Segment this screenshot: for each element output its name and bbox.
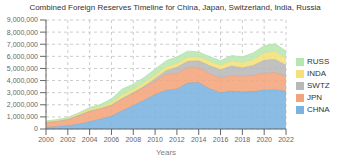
html-text:CHNA: CHNA bbox=[307, 105, 330, 114]
svg-text:2018: 2018 bbox=[235, 136, 251, 143]
html-text:RUSS: RUSS bbox=[307, 57, 330, 66]
svg-text:6,000,000: 6,000,000 bbox=[8, 53, 38, 60]
svg-text:2004: 2004 bbox=[82, 136, 98, 143]
svg-text:8,000,000: 8,000,000 bbox=[8, 29, 38, 36]
svg-text:2008: 2008 bbox=[125, 136, 141, 143]
svg-text:2,000,000: 2,000,000 bbox=[8, 101, 38, 108]
html-text:INDA: INDA bbox=[307, 69, 327, 78]
svg-text:3,000,000: 3,000,000 bbox=[8, 89, 38, 96]
svg-text:2020: 2020 bbox=[256, 136, 272, 143]
svg-text:2012: 2012 bbox=[169, 136, 185, 143]
svg-text:2006: 2006 bbox=[104, 136, 120, 143]
svg-text:2002: 2002 bbox=[60, 136, 76, 143]
html-text:Combined Foreign Reserves Time: Combined Foreign Reserves Timeline for C… bbox=[29, 3, 321, 12]
svg-text:7,000,000: 7,000,000 bbox=[8, 41, 38, 48]
svg-text:0: 0 bbox=[34, 125, 38, 132]
svg-text:2010: 2010 bbox=[147, 136, 163, 143]
svg-text:2000: 2000 bbox=[38, 136, 54, 143]
svg-text:2014: 2014 bbox=[191, 136, 207, 143]
html-text:JPN: JPN bbox=[307, 93, 323, 102]
svg-text:1,000,000: 1,000,000 bbox=[8, 113, 38, 120]
svg-text:2022: 2022 bbox=[278, 136, 294, 143]
svg-text:Years: Years bbox=[156, 148, 176, 155]
svg-text:5,000,000: 5,000,000 bbox=[8, 65, 38, 72]
html-text:SWTZ: SWTZ bbox=[307, 81, 330, 90]
svg-text:9,000,000: 9,000,000 bbox=[8, 16, 38, 23]
svg-text:4,000,000: 4,000,000 bbox=[8, 77, 38, 84]
svg-text:2016: 2016 bbox=[213, 136, 229, 143]
